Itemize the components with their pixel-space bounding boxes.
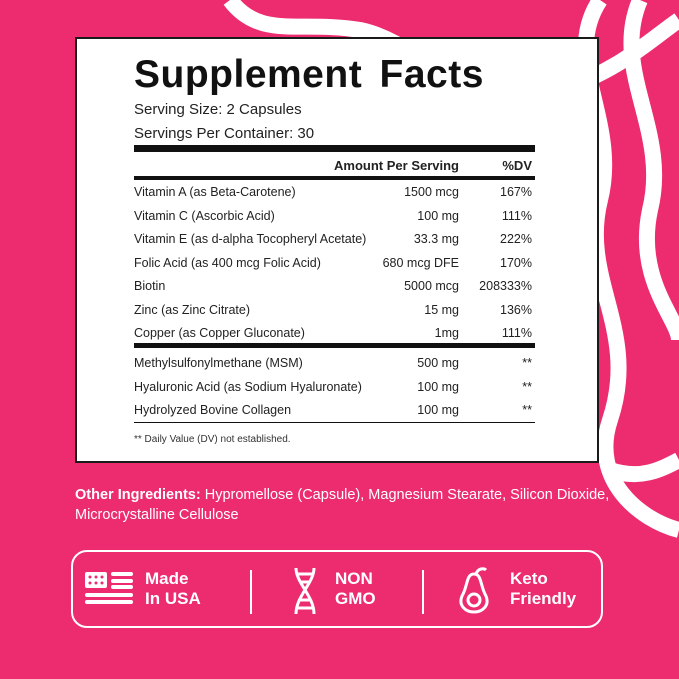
nutrient-dv: 111% bbox=[501, 326, 532, 340]
table-header: Amount Per Serving %DV bbox=[134, 158, 535, 178]
divider-thick bbox=[134, 343, 535, 348]
nutrient-dv: 111% bbox=[501, 208, 532, 223]
nutrient-name: Methylsulfonylmethane (MSM) bbox=[134, 356, 303, 370]
badge-line: Keto bbox=[510, 569, 548, 588]
nutrient-name: Vitamin E (as d-alpha Tocopheryl Acetate… bbox=[134, 232, 367, 246]
table-row: Biotin 5000 mcg 208333% bbox=[134, 279, 535, 299]
badge-line: Friendly bbox=[510, 589, 577, 608]
badge-line: NON bbox=[335, 569, 373, 588]
nutrient-dv: ** bbox=[522, 403, 532, 417]
nutrient-amount: 5000 mcg bbox=[404, 279, 459, 293]
divider-thin bbox=[134, 422, 535, 423]
servings-per-container: Servings Per Container: 30 bbox=[134, 125, 315, 142]
nutrient-name: Zinc (as Zinc Citrate) bbox=[134, 302, 250, 317]
serving-size: Serving Size: 2 Capsules bbox=[134, 101, 302, 118]
nutrient-name: Folic Acid (as 400 mcg Folic Acid) bbox=[134, 255, 321, 270]
table-row: Hyaluronic Acid (as Sodium Hyaluronate) 1… bbox=[134, 380, 535, 400]
nutrient-dv: 208333% bbox=[479, 279, 532, 293]
nutrient-amount: 100 mg bbox=[417, 403, 459, 417]
supplement-facts-panel: Supplement Facts Serving Size: 2 Capsule… bbox=[75, 37, 599, 463]
table-row: Vitamin A (as Beta-Carotene) 1500 mcg 167% bbox=[134, 185, 535, 205]
header-amount: Amount Per Serving bbox=[334, 158, 459, 173]
divider-thick bbox=[134, 145, 535, 152]
nutrient-amount: 100 mg bbox=[417, 379, 459, 394]
badge-line: Made bbox=[145, 569, 189, 588]
footnote: ** Daily Value (DV) not established. bbox=[134, 434, 291, 445]
other-ingredients-value: Hypromellose (Capsule), Magnesium Steara… bbox=[75, 487, 610, 523]
other-ingredients-label: Other Ingredients: bbox=[75, 487, 201, 503]
nutrient-name: Hydrolyzed Bovine Collagen bbox=[134, 403, 292, 417]
nutrient-name: Hyaluronic Acid (as Sodium Hyaluronate) bbox=[134, 379, 362, 394]
nutrient-dv: 167% bbox=[500, 185, 532, 199]
nutrient-amount: 15 mg bbox=[424, 302, 459, 317]
nutrient-dv: ** bbox=[522, 356, 532, 370]
nutrient-name: Vitamin A (as Beta-Carotene) bbox=[134, 185, 296, 199]
nutrient-name: Copper (as Copper Gluconate) bbox=[134, 326, 305, 340]
nutrient-amount: 500 mg bbox=[417, 356, 459, 370]
nutrient-dv: ** bbox=[522, 379, 532, 394]
separator bbox=[250, 570, 252, 614]
nutrient-dv: 170% bbox=[500, 255, 532, 270]
header-dv: %DV bbox=[502, 158, 532, 173]
nutrient-amount: 100 mg bbox=[417, 208, 459, 223]
table-row: Copper (as Copper Gluconate) 1mg 111% bbox=[134, 326, 535, 346]
divider bbox=[134, 176, 535, 180]
table-row: Hydrolyzed Bovine Collagen 100 mg ** bbox=[134, 403, 535, 423]
badge-strip: Made In USA NON GMO Keto Friendly bbox=[71, 550, 603, 628]
nutrient-dv: 222% bbox=[500, 232, 532, 246]
badge-line: GMO bbox=[335, 589, 376, 608]
other-ingredients: Other Ingredients: Hypromellose (Capsule… bbox=[75, 485, 615, 525]
nutrient-amount: 1500 mcg bbox=[404, 185, 459, 199]
table-row: Methylsulfonylmethane (MSM) 500 mg ** bbox=[134, 356, 535, 376]
separator bbox=[422, 570, 424, 614]
panel-title: Supplement Facts bbox=[134, 53, 484, 96]
nutrient-amount: 1mg bbox=[434, 326, 459, 340]
table-row: Zinc (as Zinc Citrate) 15 mg 136% bbox=[134, 303, 535, 323]
table-row: Vitamin C (Ascorbic Acid) 100 mg 111% bbox=[134, 209, 535, 229]
nutrient-dv: 136% bbox=[500, 302, 532, 317]
nutrient-amount: 680 mcg DFE bbox=[382, 255, 459, 270]
avocado-icon bbox=[459, 567, 489, 614]
nutrient-name: Biotin bbox=[134, 279, 166, 293]
table-row: Folic Acid (as 400 mcg Folic Acid) 680 mc… bbox=[134, 256, 535, 276]
table-row: Vitamin E (as d-alpha Tocopheryl Acetate… bbox=[134, 232, 535, 252]
nutrient-amount: 33.3 mg bbox=[413, 232, 459, 246]
nutrient-name: Vitamin C (Ascorbic Acid) bbox=[134, 208, 275, 223]
dna-icon bbox=[294, 568, 316, 614]
badge-line: In USA bbox=[145, 589, 201, 608]
us-flag-icon bbox=[85, 572, 133, 604]
